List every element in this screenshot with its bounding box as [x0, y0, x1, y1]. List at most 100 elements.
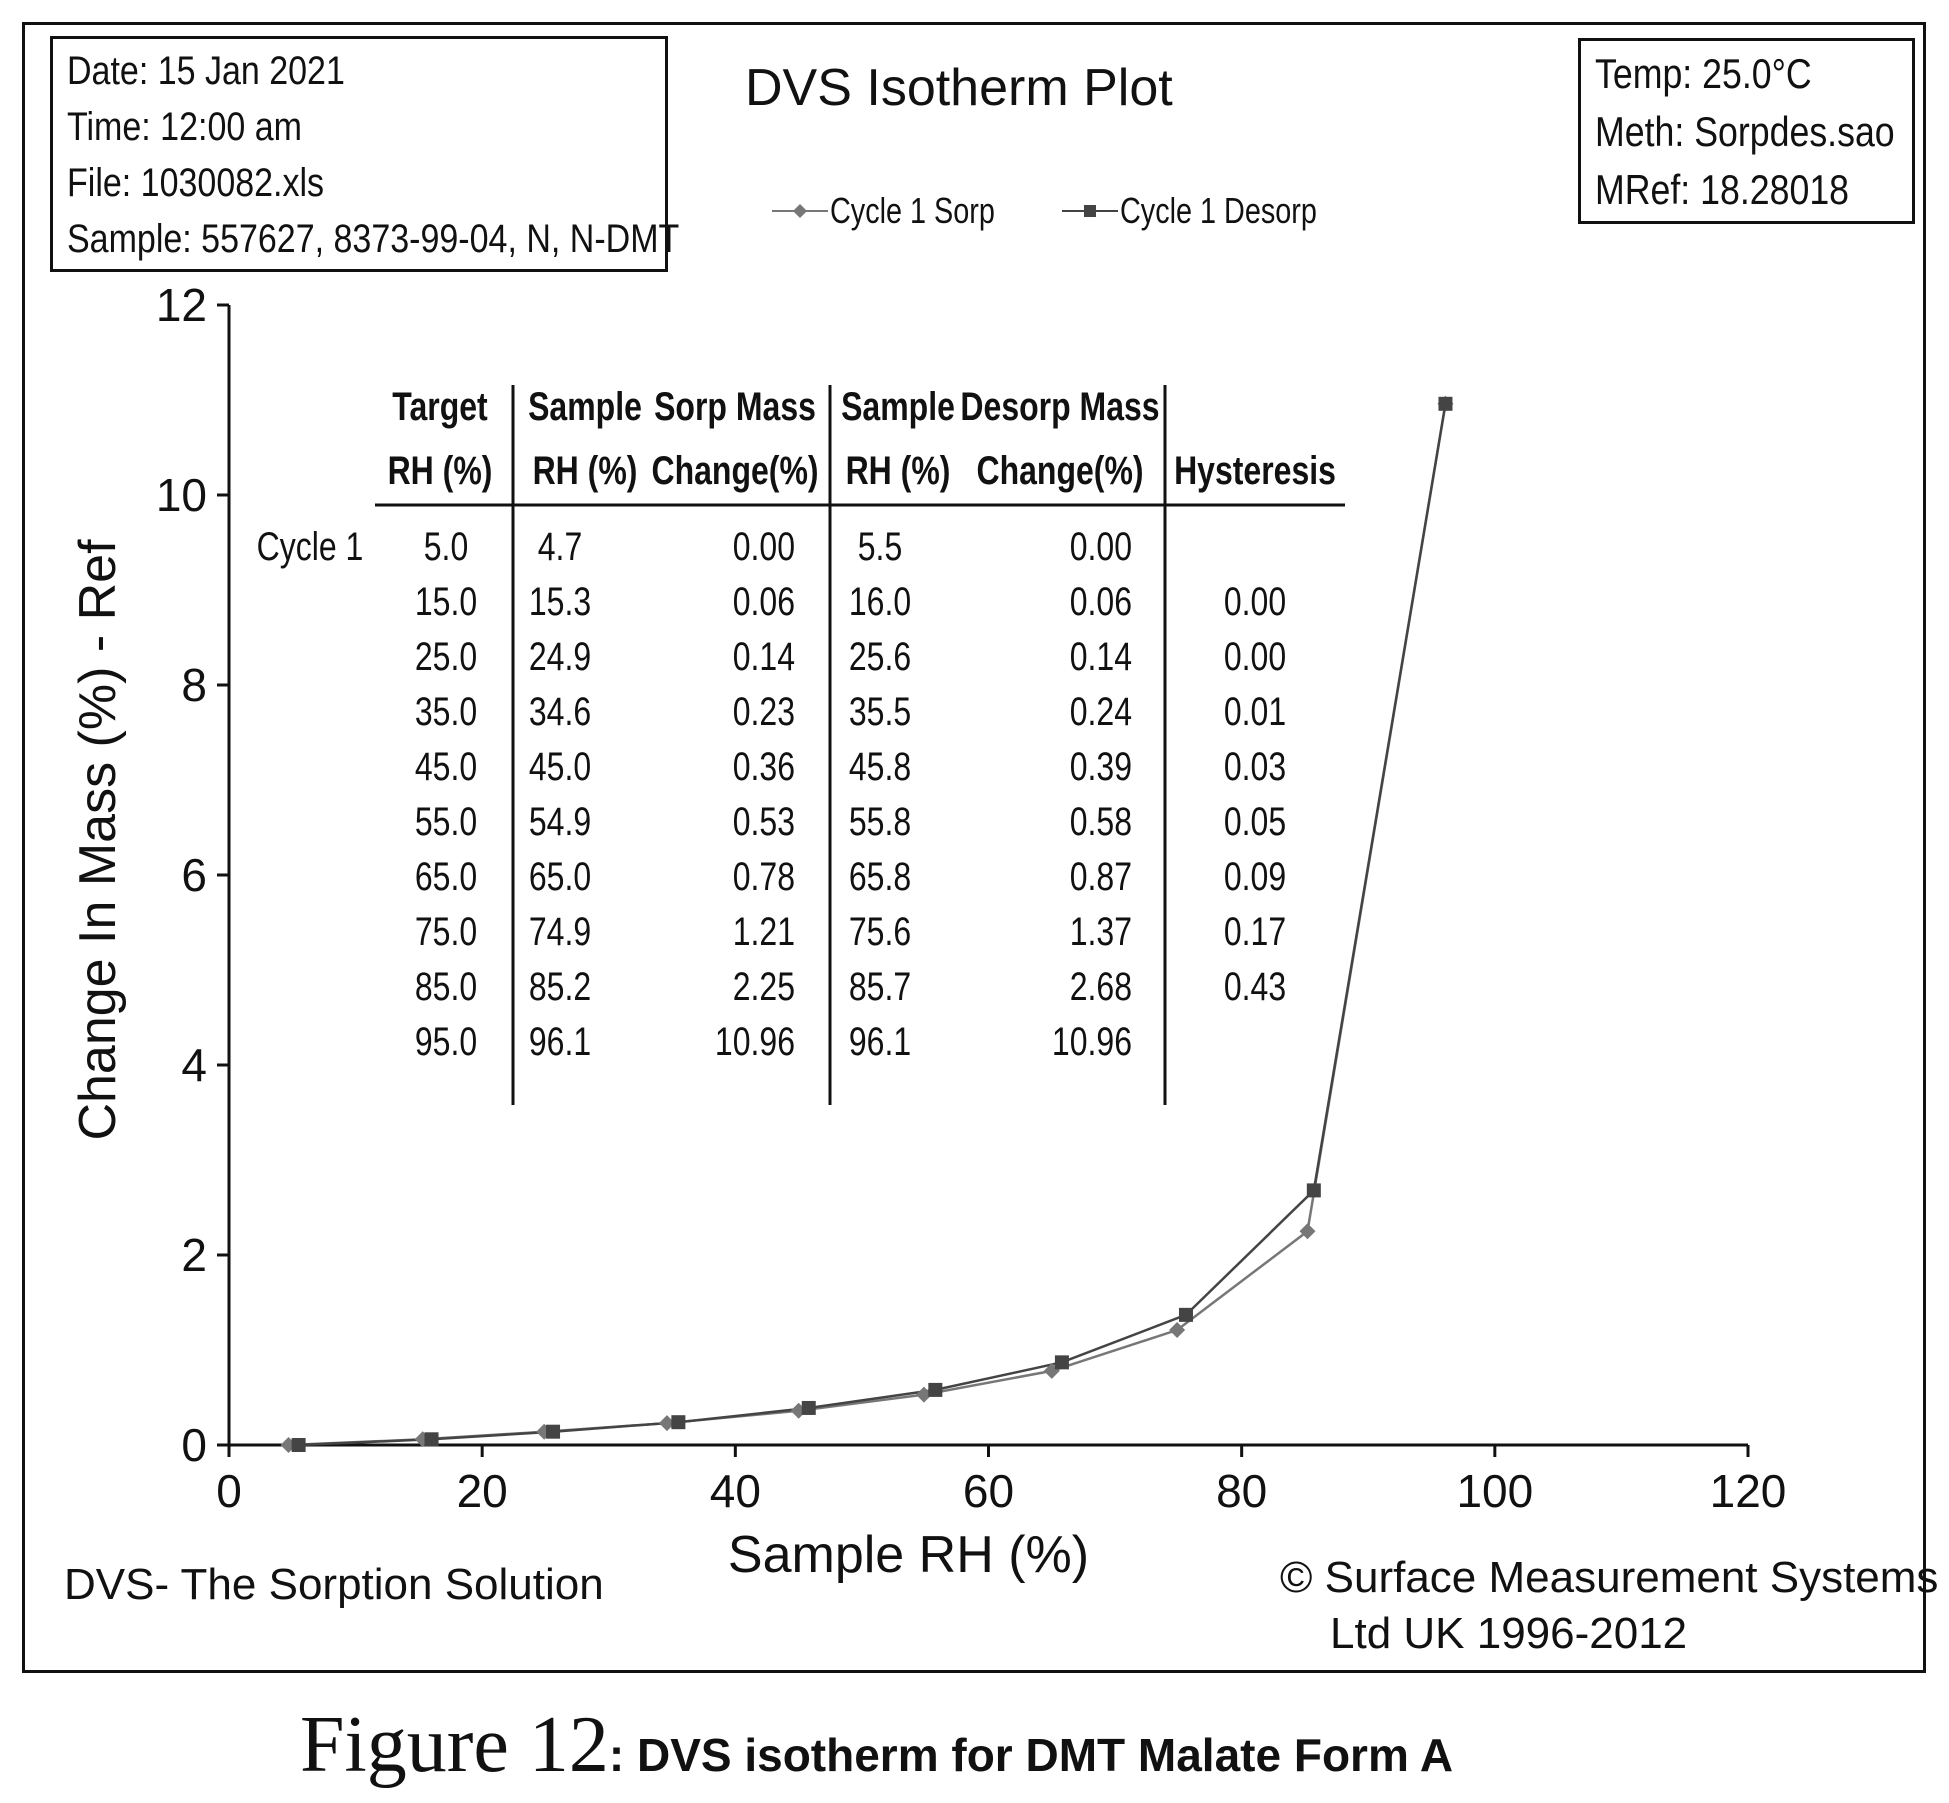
table-cell: 85.7	[849, 964, 911, 1009]
table-cell: 10.96	[1052, 1019, 1132, 1064]
x-tick-label: 40	[710, 1465, 761, 1517]
table-header: Sample	[841, 384, 955, 429]
info-mref: MRef: 18.28018	[1595, 166, 1850, 213]
table-cell: 75.0	[415, 909, 477, 954]
sorp-point	[1169, 1322, 1186, 1339]
table-cell: 25.0	[415, 634, 477, 679]
footer-product-name: DVS- The Sorption Solution	[64, 1560, 604, 1609]
figure-frame	[22, 22, 1926, 1673]
desorp-point	[1178, 1307, 1193, 1322]
table-cell: 0.43	[1224, 964, 1286, 1009]
info-temp: Temp: 25.0°C	[1595, 50, 1812, 97]
info-file: File: 1030082.xls	[67, 161, 325, 205]
info-method: Meth: Sorpdes.sao	[1595, 108, 1895, 155]
axes: 0 20 40 60 80 100 120 0 2 4 6 8 10 12 Sample RH (%) Cha…	[69, 279, 1786, 1584]
sorp-point	[1299, 1223, 1316, 1240]
x-tick-label: 60	[963, 1465, 1014, 1517]
table-header: Sample	[528, 384, 642, 429]
figure-number: Figure 12	[300, 1701, 609, 1789]
table-cell: 96.1	[529, 1019, 591, 1064]
x-tick-label: 100	[1456, 1465, 1533, 1517]
table-cell: 55.0	[415, 799, 477, 844]
table-cell: 35.5	[849, 689, 911, 734]
table-header: RH (%)	[533, 448, 638, 493]
y-axis-label: Change In Mass (%) - Ref	[69, 539, 127, 1141]
table-cell: 0.00	[733, 524, 795, 569]
y-tick-label: 6	[181, 849, 207, 901]
table-cell: 4.7	[538, 524, 582, 569]
table-cell: 24.9	[529, 634, 591, 679]
table-cell: 15.0	[415, 579, 477, 624]
chart-title: DVS Isotherm Plot	[745, 59, 1173, 117]
table-cell: 95.0	[415, 1019, 477, 1064]
table-cell: 0.01	[1224, 689, 1286, 734]
method-info-box: Temp: 25.0°C Meth: Sorpdes.sao MRef: 18.…	[1578, 38, 1915, 224]
y-tick-label: 12	[156, 279, 207, 331]
table-cell: 1.37	[1070, 909, 1132, 954]
desorp-point	[671, 1415, 686, 1430]
legend-desorp-marker-icon	[1062, 205, 1119, 217]
table-cell: 25.6	[849, 634, 911, 679]
table-cell: 55.8	[849, 799, 911, 844]
legend-sorp-marker-icon	[772, 204, 828, 218]
table-cell: 0.17	[1224, 909, 1286, 954]
figure-description: : DVS isotherm for DMT Malate Form A	[608, 1729, 1454, 1781]
table-header: RH (%)	[846, 448, 951, 493]
table-cell: 5.5	[858, 524, 902, 569]
x-axis-label: Sample RH (%)	[728, 1526, 1089, 1584]
legend-entry-desorp: Cycle 1 Desorp	[1060, 190, 1366, 232]
table-cell: 85.0	[415, 964, 477, 1009]
table-header: Target	[392, 384, 487, 429]
table-header: Desorp Mass	[960, 384, 1159, 429]
table-cell: 0.14	[733, 634, 795, 679]
table-cell: 74.9	[529, 909, 591, 954]
table-cell: 75.6	[849, 909, 911, 954]
table-cell: 0.03	[1224, 744, 1286, 789]
y-tick-label: 4	[181, 1039, 207, 1091]
table-header: Sorp Mass	[654, 384, 816, 429]
y-tick-label: 0	[181, 1419, 207, 1471]
table-cell: 35.0	[415, 689, 477, 734]
x-tick-label: 20	[457, 1465, 508, 1517]
table-cell: 1.21	[733, 909, 795, 954]
y-tick-label: 2	[181, 1229, 207, 1281]
table-cell: 96.1	[849, 1019, 911, 1064]
table-cell: 0.53	[733, 799, 795, 844]
table-cell: 15.3	[529, 579, 591, 624]
desorp-point	[1438, 396, 1453, 411]
table-cell: 0.06	[733, 579, 795, 624]
table-cell: 85.2	[529, 964, 591, 1009]
table-cell: 65.8	[849, 854, 911, 899]
copyright-line-1: © Surface Measurement Systems	[1280, 1553, 1939, 1602]
table-cell: 0.36	[733, 744, 795, 789]
table-cell: 0.00	[1224, 634, 1286, 679]
table-cell: 10.96	[715, 1019, 795, 1064]
table-cell: 0.09	[1224, 854, 1286, 899]
table-cell: 45.0	[529, 744, 591, 789]
info-date: Date: 15 Jan 2021	[67, 49, 345, 93]
copyright-line-2: Ltd UK 1996-2012	[1330, 1609, 1688, 1658]
table-cell: 65.0	[529, 854, 591, 899]
table-header: Change(%)	[651, 448, 818, 493]
series-line-desorp	[298, 403, 1447, 1447]
table-header: Change(%)	[976, 448, 1143, 493]
desorp-point	[1054, 1355, 1069, 1370]
x-tick-label: 0	[216, 1465, 242, 1517]
table-cell: 54.9	[529, 799, 591, 844]
y-tick-label: 8	[181, 659, 207, 711]
legend-label-desorp: Cycle 1 Desorp	[1120, 190, 1317, 231]
figure-caption: Figure 12: DVS isotherm for DMT Malate F…	[300, 1700, 1453, 1791]
table-cell: 5.0	[424, 524, 468, 569]
table-cycle-label: Cycle 1	[257, 524, 364, 569]
desorp-point	[546, 1424, 561, 1439]
table-header: RH (%)	[388, 448, 493, 493]
table-cell: 34.6	[529, 689, 591, 734]
table-cell: 0.00	[1070, 524, 1132, 569]
legend-entry-sorp: Cycle 1 Sorp	[770, 190, 1036, 232]
table-cell: 0.14	[1070, 634, 1132, 679]
legend-label-sorp: Cycle 1 Sorp	[830, 190, 995, 231]
table-cell: 0.00	[1224, 579, 1286, 624]
table-cell: 45.8	[849, 744, 911, 789]
table-header: Hysteresis	[1174, 448, 1336, 493]
